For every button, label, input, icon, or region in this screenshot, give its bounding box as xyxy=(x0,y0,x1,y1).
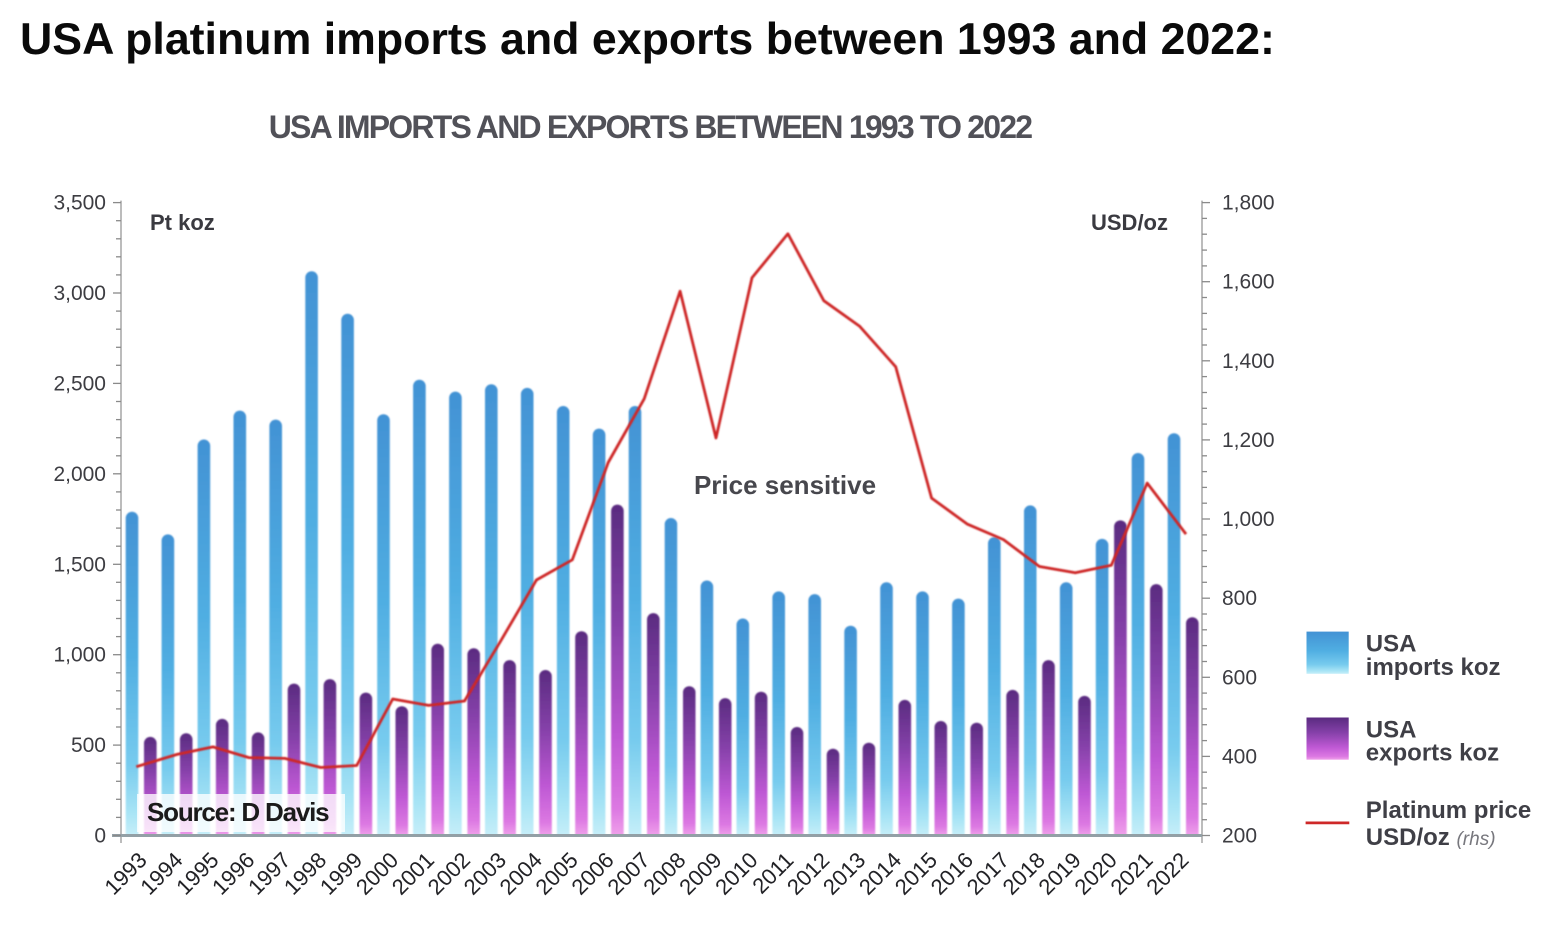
svg-text:1,600: 1,600 xyxy=(1222,271,1275,294)
svg-text:2,500: 2,500 xyxy=(53,372,106,395)
svg-text:1,400: 1,400 xyxy=(1222,350,1275,373)
svg-text:USA IMPORTS AND EXPORTS BETWEE: USA IMPORTS AND EXPORTS BETWEEN 1993 TO … xyxy=(269,109,1032,145)
svg-text:2,000: 2,000 xyxy=(53,463,106,486)
svg-text:exports koz: exports koz xyxy=(1366,740,1499,767)
svg-text:Source: D Davis: Source: D Davis xyxy=(147,797,329,827)
svg-text:USD/oz: USD/oz xyxy=(1091,210,1168,235)
svg-text:imports koz: imports koz xyxy=(1366,654,1501,681)
svg-text:3,500: 3,500 xyxy=(53,192,106,215)
svg-text:USD/oz (rhs): USD/oz (rhs) xyxy=(1366,824,1496,851)
svg-text:3,000: 3,000 xyxy=(53,282,106,305)
svg-text:Price sensitive: Price sensitive xyxy=(694,470,876,500)
svg-text:1,000: 1,000 xyxy=(53,644,106,667)
svg-text:400: 400 xyxy=(1222,745,1257,768)
svg-text:0: 0 xyxy=(94,825,106,848)
svg-text:USA: USA xyxy=(1366,716,1417,743)
svg-text:600: 600 xyxy=(1222,666,1257,689)
svg-text:1,800: 1,800 xyxy=(1222,192,1275,215)
svg-text:USA: USA xyxy=(1366,631,1417,658)
svg-text:Platinum price: Platinum price xyxy=(1366,797,1531,824)
svg-text:800: 800 xyxy=(1222,587,1257,610)
svg-text:1,200: 1,200 xyxy=(1222,429,1275,452)
svg-text:200: 200 xyxy=(1222,825,1257,848)
svg-text:USA platinum imports and expor: USA platinum imports and exports between… xyxy=(20,15,1275,64)
svg-text:Pt koz: Pt koz xyxy=(150,210,215,235)
svg-text:500: 500 xyxy=(71,734,106,757)
svg-text:1,000: 1,000 xyxy=(1222,508,1275,531)
svg-text:1,500: 1,500 xyxy=(53,553,106,576)
